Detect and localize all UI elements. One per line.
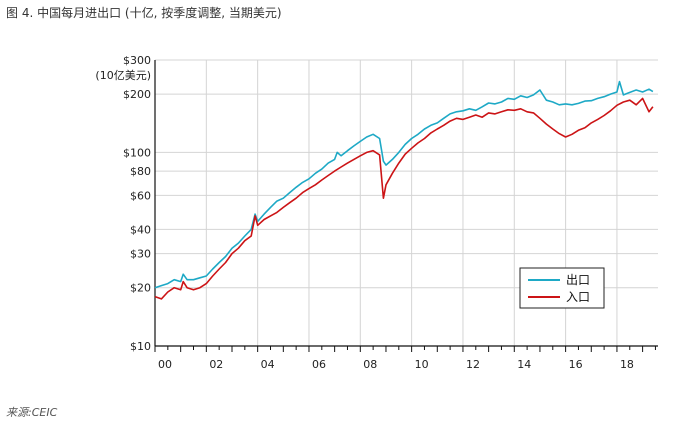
y-tick-label: $40 [130, 223, 151, 236]
y-tick-label: $300 [123, 54, 151, 67]
legend-box [519, 267, 605, 309]
x-tick-label: 02 [209, 358, 223, 371]
source-note: 来源:CEIC [6, 406, 58, 419]
y-axis-label: (10亿美元) [95, 69, 151, 82]
x-tick-label: 12 [466, 358, 480, 371]
x-tick-label: 18 [620, 358, 634, 371]
tick-labels: $10 $20 $30 $40 $60 $80 $100 $200 $300 00 02 04 06 08… [123, 54, 634, 371]
x-tick-label: 16 [569, 358, 583, 371]
y-tick-label: $30 [130, 248, 151, 261]
axes [154, 60, 658, 352]
y-tick-label: $10 [130, 340, 151, 353]
y-tick-label: $60 [130, 189, 151, 202]
x-tick-label: 08 [363, 358, 377, 371]
chart-title: 图 4. 中国每月进出口 (十亿, 按季度调整, 当期美元) [6, 6, 282, 20]
series-line-exports [154, 80, 654, 289]
y-tick-label: $80 [130, 165, 151, 178]
series-lines [154, 80, 654, 300]
x-tick-label: 06 [312, 358, 326, 371]
x-tick-label: 10 [415, 358, 429, 371]
y-tick-label: $20 [130, 282, 151, 295]
legend-label: 入口 [566, 290, 590, 304]
y-tick-label: $100 [123, 146, 151, 159]
y-tick-label: $200 [123, 88, 151, 101]
x-tick-label: 00 [158, 358, 172, 371]
x-tick-label: 14 [517, 358, 531, 371]
legend-label: 出口 [566, 273, 590, 287]
x-tick-label: 04 [261, 358, 275, 371]
series-line-imports [154, 97, 654, 300]
